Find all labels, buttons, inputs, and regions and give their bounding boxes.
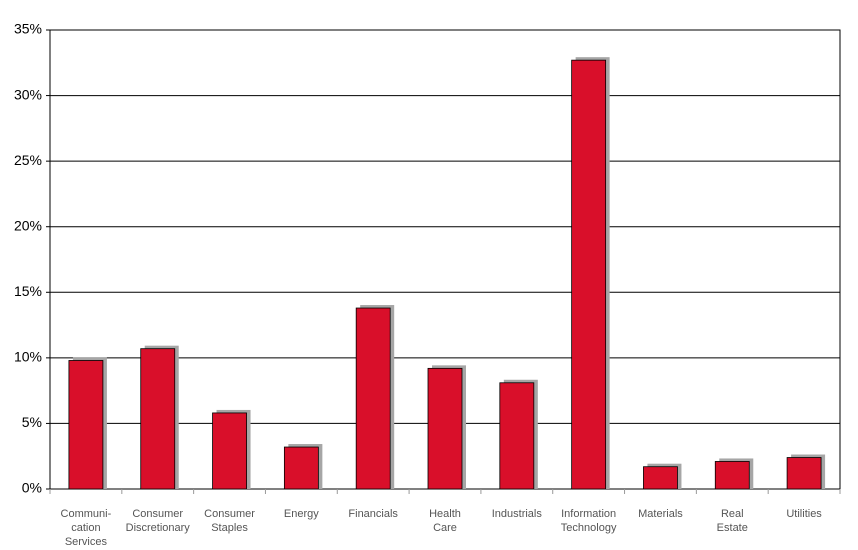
x-tick-label-line: Care xyxy=(433,522,457,534)
y-tick-label: 0% xyxy=(22,480,42,496)
x-tick-label: Industrials xyxy=(492,508,543,520)
x-tick-label-line: Real xyxy=(721,508,744,520)
bar xyxy=(355,307,391,490)
bar xyxy=(643,466,678,490)
bar xyxy=(499,382,535,490)
bar xyxy=(427,367,463,490)
y-tick-label: 35% xyxy=(14,21,42,37)
y-tick-label: 20% xyxy=(14,217,42,233)
x-tick-label: Energy xyxy=(284,508,319,520)
x-tick-label-line: Health xyxy=(429,508,461,520)
x-tick-label-line: Estate xyxy=(717,522,748,534)
bar xyxy=(571,59,607,490)
x-tick-label: Consumer Staples xyxy=(204,508,255,534)
y-tick-label: 25% xyxy=(14,152,42,168)
x-tick-label-line: Financials xyxy=(348,508,398,520)
y-tick-label: 10% xyxy=(14,349,42,365)
x-tick-label-line: Materials xyxy=(638,508,683,520)
x-tick-label: Materials xyxy=(638,508,683,520)
x-tick-label-line: Energy xyxy=(284,508,319,520)
x-tick-label-line: Discretionary xyxy=(126,522,191,534)
bar xyxy=(283,446,319,490)
x-tick-label-line: Services xyxy=(65,536,108,548)
bar xyxy=(212,412,247,490)
x-tick-label-line: Consumer xyxy=(204,508,255,520)
x-tick-label-line: cation xyxy=(71,522,100,534)
x-tick-label: Health Care xyxy=(429,508,461,534)
bar xyxy=(68,360,104,490)
y-tick-label: 5% xyxy=(22,414,42,430)
y-tick-label: 30% xyxy=(14,86,42,102)
x-tick-label-line: Technology xyxy=(561,522,617,534)
x-tick-label: Consumer Discretionary xyxy=(126,508,191,534)
bar xyxy=(140,348,176,490)
x-tick-label-line: Consumer xyxy=(132,508,183,520)
x-tick-label-line: Communi- xyxy=(61,508,112,520)
x-tick-label: Financials xyxy=(348,508,398,520)
bar xyxy=(714,461,750,490)
y-tick-label: 15% xyxy=(14,283,42,299)
x-tick-label: Communi-cation Services xyxy=(61,508,112,548)
x-tick-label: Real Estate xyxy=(717,508,748,534)
x-tick-label: Information Technology xyxy=(561,508,617,534)
x-tick-label-line: Utilities xyxy=(786,508,822,520)
x-tick-label-line: Industrials xyxy=(492,508,543,520)
x-tick-label-line: Information xyxy=(561,508,616,520)
x-tick-label: Utilities xyxy=(786,508,822,520)
x-tick-label-line: Staples xyxy=(211,522,248,534)
bar xyxy=(786,457,822,490)
